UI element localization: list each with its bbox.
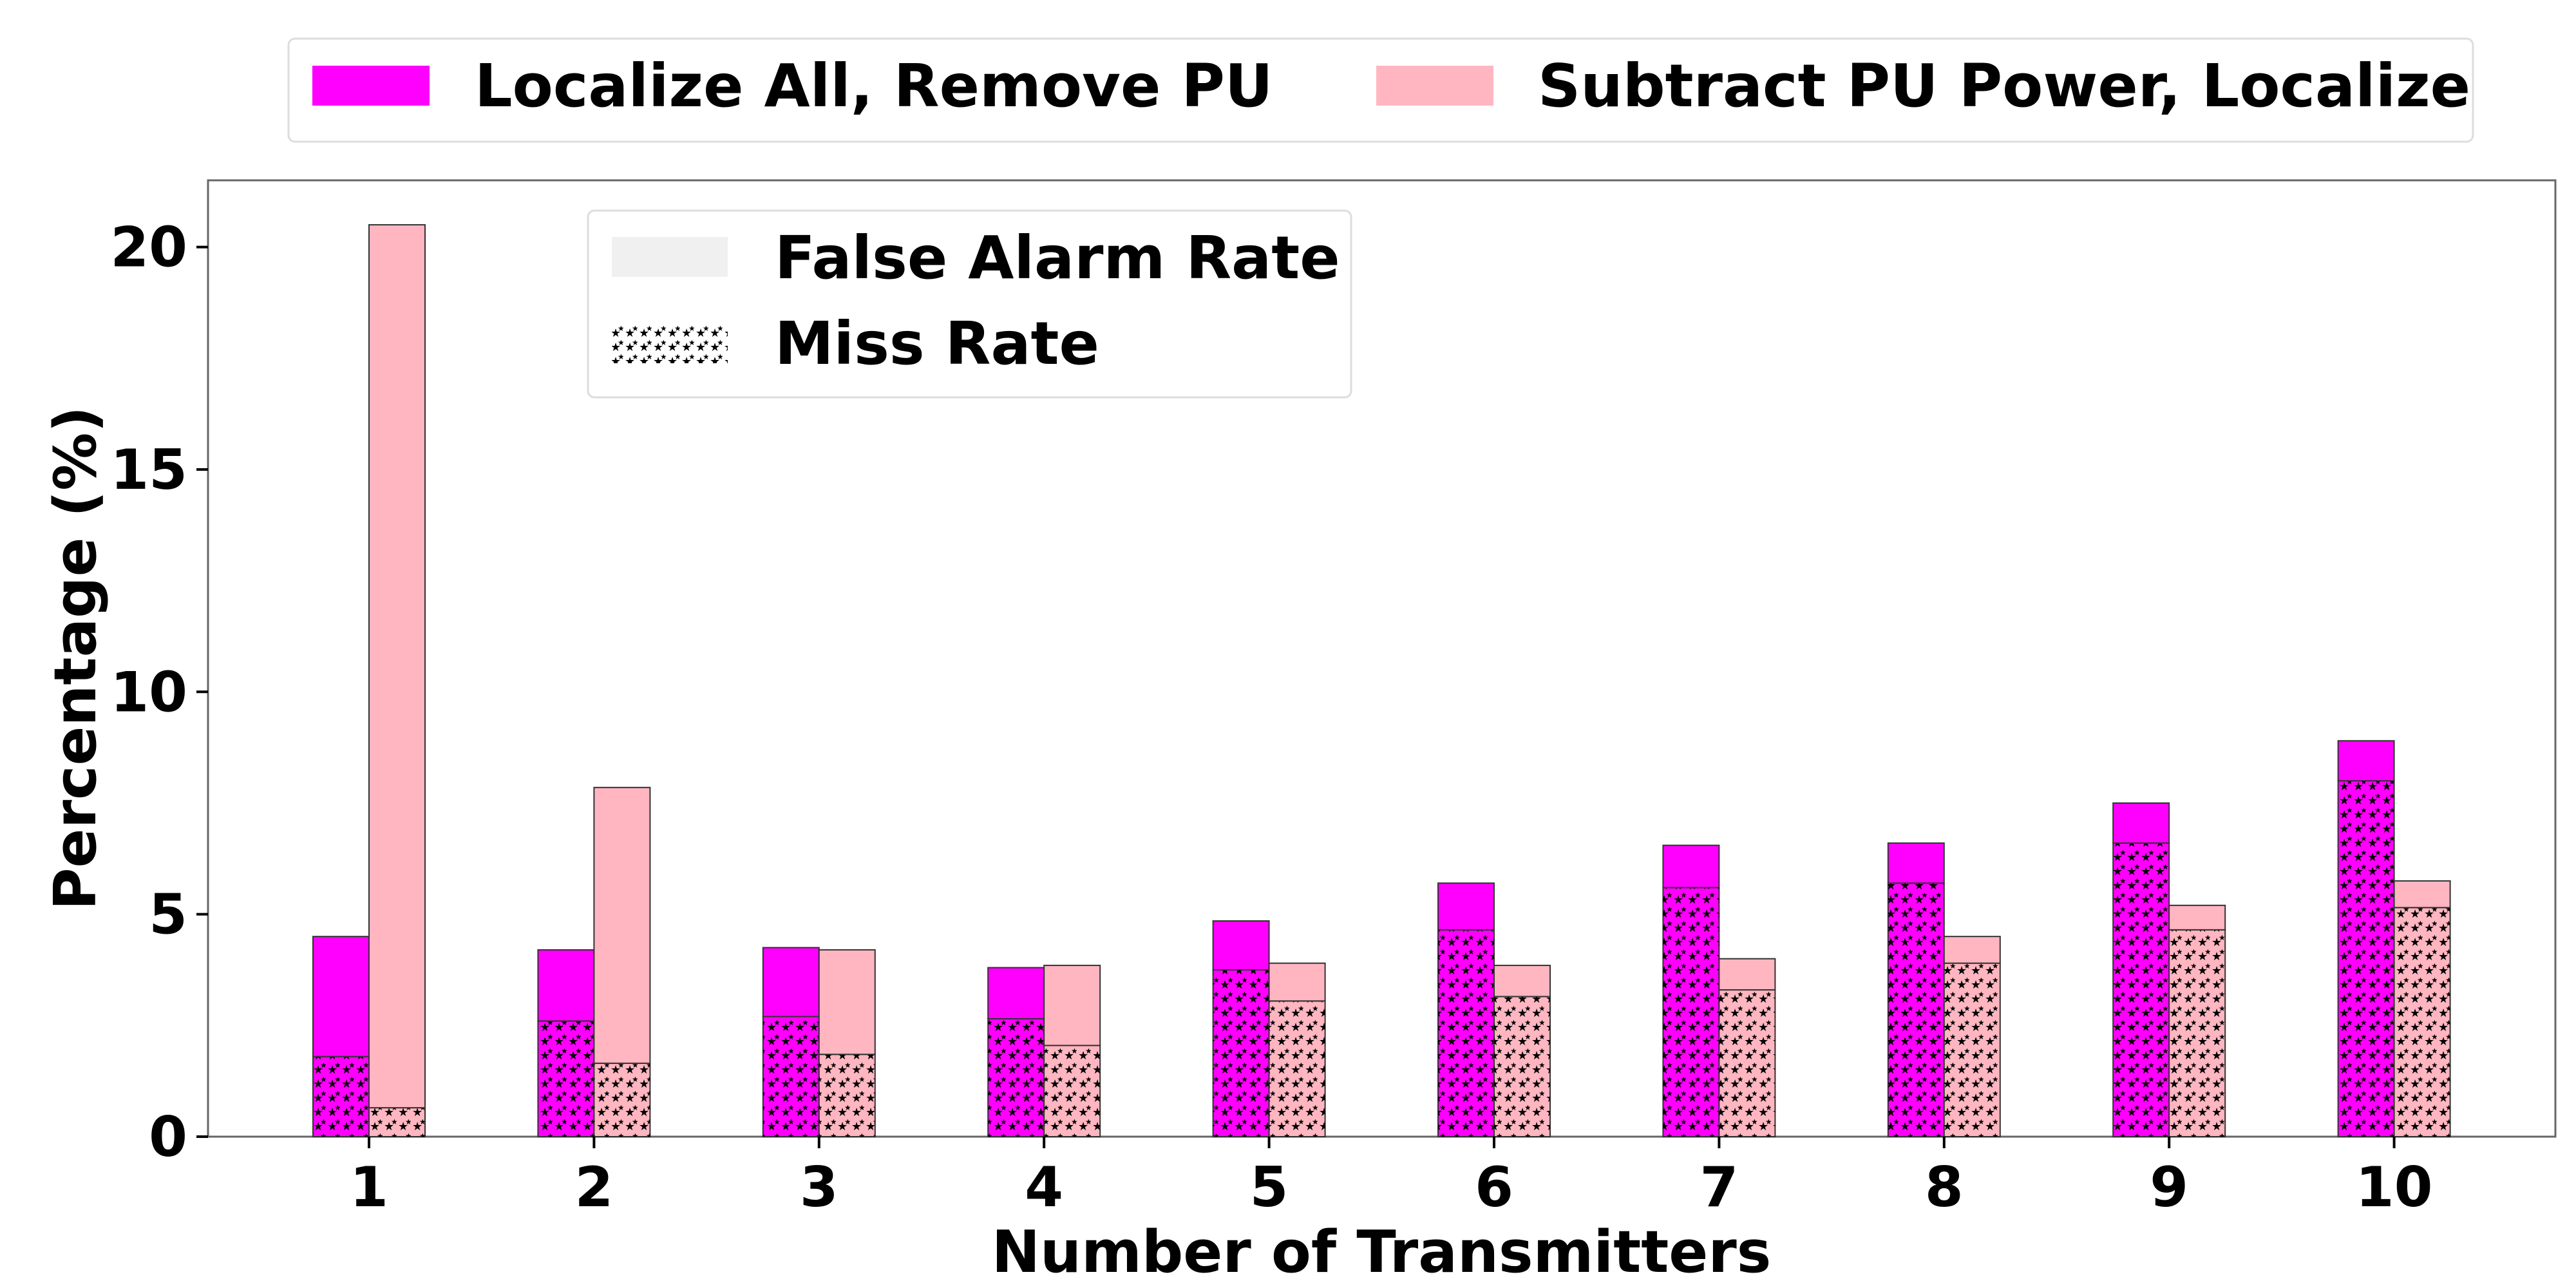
component-legend: False Alarm Rate Miss Rate: [587, 209, 1352, 399]
bar-miss-rate-hatch-series-1-tx-8: [1888, 883, 1944, 1137]
series-legend: Localize All, Remove PU Subtract PU Powe…: [287, 37, 2474, 143]
x-tick-label-4: 4: [1025, 1155, 1063, 1220]
bar-miss-rate-hatch-series-2-tx-5: [1269, 1001, 1325, 1137]
bar-miss-rate-hatch-series-2-tx-7: [1719, 990, 1776, 1137]
legend-label-false-alarm: False Alarm Rate: [775, 223, 1340, 292]
y-axis: 0 5 10 15 20: [110, 216, 208, 1170]
bar-miss-rate-hatch-series-2-tx-9: [2169, 929, 2226, 1137]
bar-false-alarm-series-1-tx-6: [1437, 882, 1495, 931]
bar-miss-rate-hatch-series-1-tx-2: [538, 1021, 594, 1137]
bar-false-alarm-series-1-tx-2: [537, 949, 595, 1022]
legend-swatch-miss-rate: [612, 323, 728, 363]
legend-label-series-2: Subtract PU Power, Localize: [1538, 52, 2470, 120]
legend-swatch-series-2: [1376, 66, 1493, 106]
y-tick-label-0: 0: [149, 1105, 187, 1170]
x-tick-label-6: 6: [1475, 1155, 1513, 1220]
bar-false-alarm-series-2-tx-5: [1268, 962, 1326, 1002]
bar-false-alarm-series-1-tx-5: [1212, 920, 1270, 971]
bar-false-alarm-series-1-tx-1: [312, 936, 370, 1057]
y-tick-label-15: 15: [110, 438, 187, 502]
x-tick-label-1: 1: [350, 1155, 388, 1220]
plot-frame: [207, 179, 2557, 1138]
bar-false-alarm-series-1-tx-10: [2337, 740, 2395, 782]
y-axis-label: Percentage (%): [42, 406, 109, 911]
bar-miss-rate-hatch-series-2-tx-4: [1044, 1045, 1101, 1137]
bar-miss-rate-hatch-series-1-tx-5: [1213, 969, 1269, 1137]
x-tick-label-2: 2: [574, 1155, 613, 1220]
component-legend-frame: [587, 209, 1352, 399]
legend-swatch-series-1: [312, 66, 430, 106]
bar-miss-rate-hatch-series-1-tx-1: [313, 1056, 369, 1137]
bar-miss-rate-hatch-series-2-tx-10: [2394, 907, 2450, 1137]
bar-false-alarm-series-1-tx-9: [2112, 802, 2170, 844]
bar-miss-rate-hatch-series-1-tx-4: [988, 1018, 1045, 1137]
x-tick-label-5: 5: [1250, 1155, 1289, 1220]
bar-miss-rate-hatch-series-2-tx-3: [819, 1054, 875, 1137]
y-tick-label-5: 5: [149, 883, 187, 947]
bars-group: [312, 224, 2451, 1138]
bar-false-alarm-series-2-tx-6: [1493, 965, 1551, 998]
bar-miss-rate-hatch-series-2-tx-8: [1944, 963, 2000, 1137]
bar-false-alarm-series-2-tx-10: [2393, 880, 2451, 909]
bar-miss-rate-hatch-series-1-tx-7: [1663, 887, 1719, 1137]
x-tick-label-9: 9: [2150, 1155, 2188, 1220]
x-tick-label-8: 8: [1925, 1155, 1964, 1220]
y-tick-label-10: 10: [110, 660, 187, 724]
y-tick-label-20: 20: [110, 216, 187, 280]
bar-false-alarm-series-1-tx-4: [987, 967, 1045, 1019]
bar-miss-rate-hatch-series-1-tx-6: [1438, 929, 1494, 1137]
bar-miss-rate-hatch-series-2-tx-1: [369, 1108, 425, 1137]
bar-false-alarm-series-2-tx-7: [1718, 958, 1776, 991]
bar-false-alarm-series-1-tx-3: [762, 947, 820, 1018]
x-tick-label-3: 3: [800, 1155, 838, 1220]
bar-false-alarm-series-1-tx-7: [1662, 844, 1720, 889]
bar-false-alarm-series-2-tx-4: [1043, 965, 1101, 1046]
bar-false-alarm-series-2-tx-8: [1943, 936, 2001, 964]
legend-label-series-1: Localize All, Remove PU: [475, 52, 1273, 120]
bar-false-alarm-series-2-tx-2: [593, 786, 651, 1065]
x-axis: 1 2 3 4 5 6 7 8 9 10: [350, 1137, 2432, 1220]
bar-miss-rate-hatch-series-1-tx-9: [2113, 843, 2170, 1137]
legend-label-miss-rate: Miss Rate: [775, 309, 1099, 378]
bar-false-alarm-series-1-tx-8: [1887, 842, 1945, 884]
legend-swatch-false-alarm: [612, 237, 728, 277]
bar-miss-rate-hatch-series-2-tx-2: [594, 1063, 650, 1137]
bar-miss-rate-hatch-series-1-tx-3: [762, 1016, 819, 1137]
x-tick-label-7: 7: [1700, 1155, 1738, 1220]
bar-false-alarm-series-2-tx-9: [2168, 904, 2226, 931]
x-axis-label: Number of Transmitters: [992, 1218, 1772, 1286]
bar-miss-rate-hatch-series-2-tx-6: [1494, 996, 1550, 1137]
bar-false-alarm-series-2-tx-1: [368, 224, 426, 1109]
x-tick-label-10: 10: [2356, 1155, 2433, 1220]
bar-miss-rate-hatch-series-1-tx-10: [2338, 781, 2394, 1137]
bar-false-alarm-series-2-tx-3: [818, 949, 876, 1056]
